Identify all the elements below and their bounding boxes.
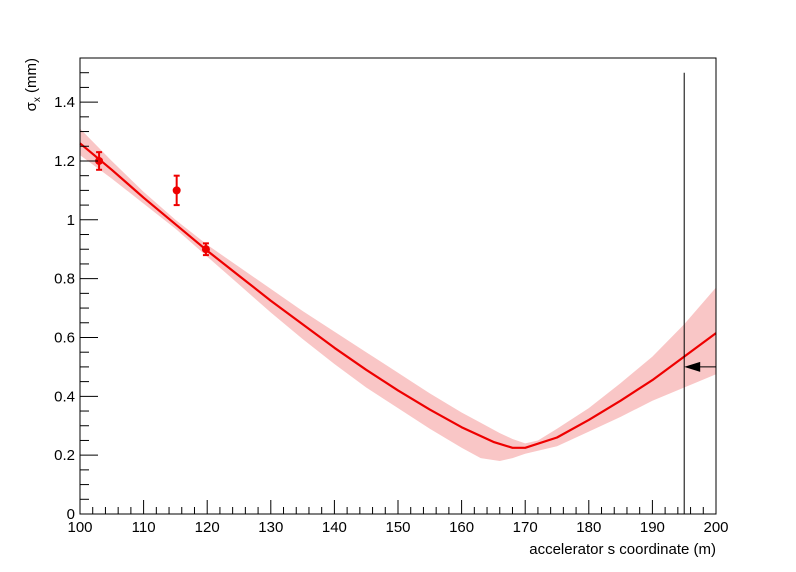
y-axis-title-subscript: x xyxy=(32,97,43,102)
x-tick-label: 120 xyxy=(195,519,220,536)
x-tick-label: 100 xyxy=(67,519,92,536)
x-tick-label: 140 xyxy=(322,519,347,536)
y-tick-label: 0.6 xyxy=(54,329,75,346)
x-tick-label: 160 xyxy=(449,519,474,536)
measurement-point-3 xyxy=(201,242,210,257)
measurement-points-layer xyxy=(95,151,210,257)
arrow-head xyxy=(684,361,701,372)
x-tick-label: 190 xyxy=(640,519,665,536)
plot-frame xyxy=(79,57,717,515)
x-tick-label: 110 xyxy=(132,519,156,536)
x-tick-label: 180 xyxy=(576,519,601,536)
arrow xyxy=(684,361,716,372)
x-tick-label: 130 xyxy=(258,519,283,536)
y-tick-label: 0.4 xyxy=(54,388,75,405)
y-axis-title-unit: (mm) xyxy=(23,58,40,97)
y-axis-title-symbol: σ xyxy=(23,101,40,111)
fit-curve xyxy=(79,142,717,449)
data-marker xyxy=(95,156,104,165)
annotation-layer xyxy=(683,72,716,514)
measurement-point-1 xyxy=(95,151,104,171)
x-axis-title: accelerator s coordinate (m) xyxy=(529,541,716,558)
confidence-band xyxy=(80,128,716,461)
y-tick-label: 0.8 xyxy=(54,271,75,288)
y-tick-label: 0.2 xyxy=(54,447,75,464)
y-tick-label: 0 xyxy=(67,506,75,523)
confidence-band-layer xyxy=(80,128,716,461)
y-tick-label: 1.4 xyxy=(54,94,75,111)
fit-curve-layer xyxy=(79,142,717,449)
y-tick-label: 1.2 xyxy=(54,153,75,170)
x-tick-label: 170 xyxy=(513,519,538,536)
x-tick-label: 150 xyxy=(385,519,410,536)
data-marker xyxy=(201,245,210,254)
measurement-point-2 xyxy=(172,174,181,207)
data-marker xyxy=(172,186,181,195)
y-tick-label: 1 xyxy=(67,212,75,229)
x-tick-label: 200 xyxy=(703,519,728,536)
y-axis-title: σx (mm) xyxy=(23,58,43,111)
axes-layer: 100 110 120 130 140 150 160 170 180 190 200 0 0.2 0.4… xyxy=(54,57,729,536)
